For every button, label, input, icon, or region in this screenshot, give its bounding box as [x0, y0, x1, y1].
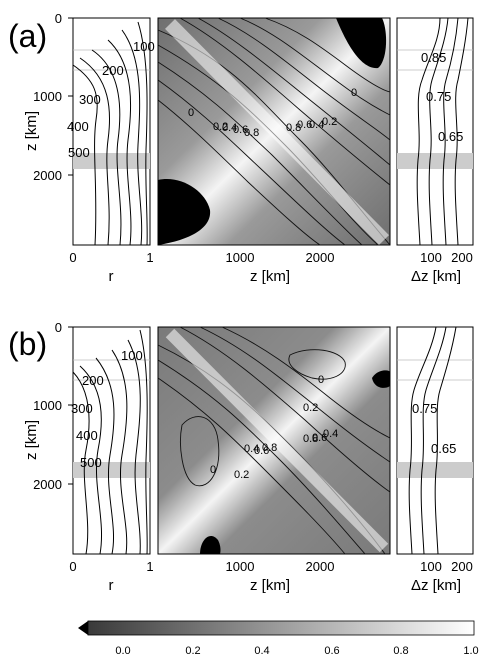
panel-b-left-xtick: 1: [146, 559, 153, 574]
panel-a-left-curve-label: 300: [79, 92, 101, 107]
panel-b-left-curve-label: 400: [76, 428, 98, 443]
panel-a-right-plot: 0.85 0.75 0.65 100 200 Δz [km]: [396, 17, 474, 285]
contour-label: 0: [188, 107, 194, 119]
colorbar-tick: 0.6: [324, 645, 339, 657]
panel-a: (a) 100 200 300 400 500 0 1000 2000 z: [8, 11, 474, 285]
panel-b-label: (b): [8, 326, 47, 362]
panel-b-ylabel: z [km]: [23, 420, 40, 460]
panel-a-left-xtick: 0: [69, 250, 76, 265]
panel-b-correlation-map: 0 0.2 0.4 0.6 0.8 0 0.2 0.4 0.6 0.8 1000…: [157, 326, 391, 594]
panel-b-ytick: 2000: [33, 477, 62, 492]
contour-label: 0.8: [303, 433, 318, 445]
panel-b-left-xtick: 0: [69, 559, 76, 574]
colorbar-underflow-arrow: [78, 621, 88, 635]
panel-a-left-xtick: 1: [146, 250, 153, 265]
panel-b-right-xlabel: Δz [km]: [411, 577, 461, 594]
contour-label: 0.8: [286, 122, 301, 134]
panel-a-right-curve-label: 0.65: [438, 129, 463, 144]
panel-b-right-plot: 0.75 0.65 100 200 Δz [km]: [396, 326, 474, 594]
contour-label: 0: [210, 464, 216, 476]
panel-b-right-curve-label: 0.65: [431, 441, 456, 456]
contour-label: 0.6: [297, 119, 312, 131]
panel-b-left-curve-label: 300: [71, 401, 93, 416]
contour-label: 0.2: [213, 121, 228, 133]
colorbar-tick: 1.0: [463, 645, 478, 657]
panel-a-right-xtick: 200: [451, 250, 473, 265]
contour-label: 0.6: [233, 124, 248, 136]
panel-a-right-curve-label: 0.75: [426, 89, 451, 104]
panel-a-right-curve-label: 0.85: [421, 50, 446, 65]
panel-b-left-curve-label: 500: [80, 455, 102, 470]
colorbar: 0.0 0.2 0.4 0.6 0.8 1.0: [78, 620, 479, 657]
panel-a-ylabel: z [km]: [23, 111, 40, 151]
contour-label: 0.2: [234, 469, 249, 481]
colorbar-tick: 0.4: [254, 645, 269, 657]
panel-b-ytick: 0: [55, 320, 62, 335]
contour-label: 0.6: [312, 432, 327, 444]
contour-label: 0.8: [262, 442, 277, 454]
contour-label: 0.8: [244, 127, 259, 139]
panel-a-right-xtick: 100: [420, 250, 442, 265]
contour-label: 0.6: [254, 445, 269, 457]
panel-b-right-curve-label: 0.75: [412, 401, 437, 416]
panel-a-ytick: 0: [55, 11, 62, 26]
panel-a-center-xtick: 2000: [306, 250, 335, 265]
panel-b-right-xtick: 200: [451, 559, 473, 574]
contour-label: 0.4: [244, 443, 259, 455]
panel-a-left-xlabel: r: [109, 268, 114, 285]
panel-a-left-curve-label: 100: [133, 39, 155, 54]
panel-a-label: (a): [8, 18, 47, 54]
panel-b-left-plot: 100 200 300 400 500 0 1000 2000 z [km] 0…: [23, 320, 154, 594]
panel-b-center-xtick: 1000: [226, 559, 255, 574]
panel-a-ytick: 1000: [33, 89, 62, 104]
panel-a-left-curve-label: 400: [67, 119, 89, 134]
contour-label: 0.2: [303, 402, 318, 414]
panel-a-ytick: 2000: [33, 168, 62, 183]
contour-label: 0.4: [222, 122, 237, 134]
contour-label: 0.4: [323, 428, 338, 440]
panel-b-left-xlabel: r: [109, 577, 114, 594]
panel-b-center-xtick: 2000: [306, 559, 335, 574]
panel-b-center-xlabel: z [km]: [250, 577, 290, 594]
contour-label: 0.4: [309, 119, 324, 131]
colorbar-tick: 0.2: [185, 645, 200, 657]
panel-b-left-curve-label: 200: [82, 373, 104, 388]
colorbar-tick: 0.0: [115, 645, 130, 657]
panel-a-center-xlabel: z [km]: [250, 268, 290, 285]
panel-a-correlation-map: 0 0 0.2 0.4 0.6 0.8 0.8 0.6 0.4 0.2 1000…: [157, 17, 391, 285]
contour-label: 0: [351, 87, 357, 99]
panel-a-left-plot: 100 200 300 400 500 0 1000 2000 z [km] 0…: [23, 11, 155, 285]
panel-a-right-xlabel: Δz [km]: [411, 268, 461, 285]
panel-a-left-curve-label: 200: [102, 63, 124, 78]
colorbar-tick: 0.8: [393, 645, 408, 657]
panel-a-center-xtick: 1000: [226, 250, 255, 265]
panel-a-left-curve-label: 500: [68, 145, 90, 160]
panel-b-ytick: 1000: [33, 398, 62, 413]
panel-b-left-curve-label: 100: [121, 348, 143, 363]
contour-label: 0.2: [322, 116, 337, 128]
panel-b-right-xtick: 100: [420, 559, 442, 574]
panel-b: (b) 100 200 300 400 500 0 1000 2000 z [k…: [8, 320, 474, 594]
contour-label: 0: [318, 374, 324, 386]
